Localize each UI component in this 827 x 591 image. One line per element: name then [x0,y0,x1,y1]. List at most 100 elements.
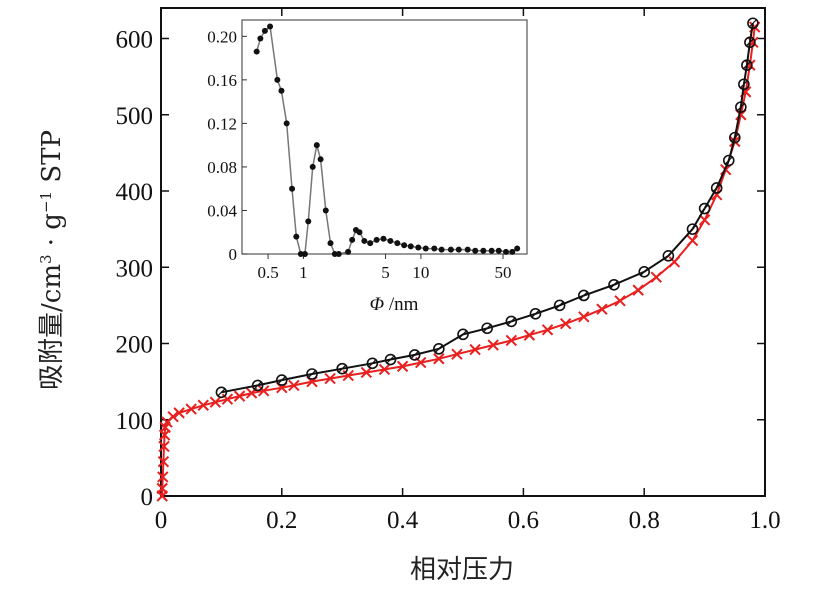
inset-series-point [407,243,414,250]
series-point-x [324,372,336,385]
inset-series-point [422,245,429,252]
series-point-o [505,315,518,328]
y-axis-title-main: 吸附量/cm [37,264,67,390]
series-point-circle [738,78,750,91]
series-point-o [638,266,651,278]
series-point-o [710,182,723,194]
inset-x-tick-label: 10 [412,263,429,282]
inset-series-point [380,235,387,242]
series-point-x [505,334,518,347]
series-point-circle [215,386,228,399]
series-point-o [251,379,264,392]
inset-series-point [464,246,471,253]
inset-series-point [274,76,281,83]
series-point-o [735,101,747,113]
inset-series-point [373,236,380,243]
series-point-slash [724,156,734,165]
series-point-x [396,360,409,373]
series-point-x [487,339,499,351]
series-point-slash [736,102,746,112]
series-point-x [469,343,481,356]
inset-y-tick-label: 0.12 [207,114,237,133]
inset-x-axis-symbol: Φ [370,294,384,315]
series-point-slash [458,329,468,339]
inset-series-point [293,233,300,240]
series-point-o [215,386,228,399]
series-point-slash [639,267,649,277]
inset-series-point [431,245,438,252]
series-point-x [378,363,391,376]
series-point-circle [741,59,753,71]
series-point-slash [277,375,287,385]
inset-y-tick-label: 0.16 [207,71,237,90]
series-point-slash [386,355,395,364]
series-point-slash [506,316,516,326]
x-tick-label: 0.8 [629,507,660,534]
series-point-slash [555,300,565,310]
series-point-circle [744,36,756,49]
series-point-x [698,214,711,226]
series-point-x [209,396,222,408]
series-point-o [698,202,711,215]
series-point-o [577,289,590,302]
x-axis-title: 相对压力 [410,555,514,585]
series-point-circle [275,374,288,386]
series-point-x [185,403,197,415]
series-point-circle [608,278,620,291]
series-point-x [197,399,209,411]
series-point-slash [745,37,755,47]
inset-series-point [309,163,316,170]
inset-series-point [480,247,487,254]
series-point-slash [307,369,317,379]
series-point-o [433,343,445,355]
inset-series-point [488,247,495,254]
inset-series-point [317,156,324,163]
series-point-x [596,303,608,315]
inset-x-axis-unit: /nm [384,294,419,315]
inset-series-point [472,247,479,254]
series-point-circle [408,349,421,361]
series-point-slash [434,344,444,354]
series-point-circle [481,322,493,335]
series-point-o [366,357,379,370]
inset-x-axis-title: Φ /nm [370,294,419,315]
series-point-circle [577,289,590,302]
series-point-x [158,440,170,453]
inset-series-point [495,247,502,254]
series-point-o [457,328,469,341]
series-point-circle [638,266,651,278]
series-point-o [336,362,349,375]
inset-series-point [387,237,394,244]
inset-series-point [455,246,462,253]
series-point-o [553,299,566,312]
inset-series-point [349,236,356,243]
series-point-slash [748,18,758,28]
series-point-slash [712,183,722,193]
series-point-slash [730,133,740,143]
series-point-circle [722,154,735,167]
inset-x-tick-label: 5 [381,263,390,282]
inset-frame [241,19,528,255]
series-line-1 [221,23,754,394]
series-point-o [662,250,675,262]
y-axis-title-sup2: −1 [37,191,55,213]
series-point-x [578,311,590,323]
y-tick-label: 400 [116,179,154,206]
series-point-o [275,374,288,386]
inset-y-tick-label: 0.20 [207,27,237,46]
series-point-circle [710,182,723,194]
inset-series-point [401,242,408,249]
series-point-slash [253,381,263,390]
y-axis-title-sup1: 3 [37,254,55,264]
series-point-circle [433,343,445,355]
y-axis-title: 吸附量/cm3 · g−1 STP [37,130,67,390]
series-point-circle [457,328,469,341]
series-point-o [728,131,741,144]
inset-series-point [345,248,352,255]
series-point-o [686,223,699,235]
y-tick-label: 0 [141,484,154,511]
y-tick-label: 500 [116,103,154,130]
series-point-circle [505,315,518,328]
